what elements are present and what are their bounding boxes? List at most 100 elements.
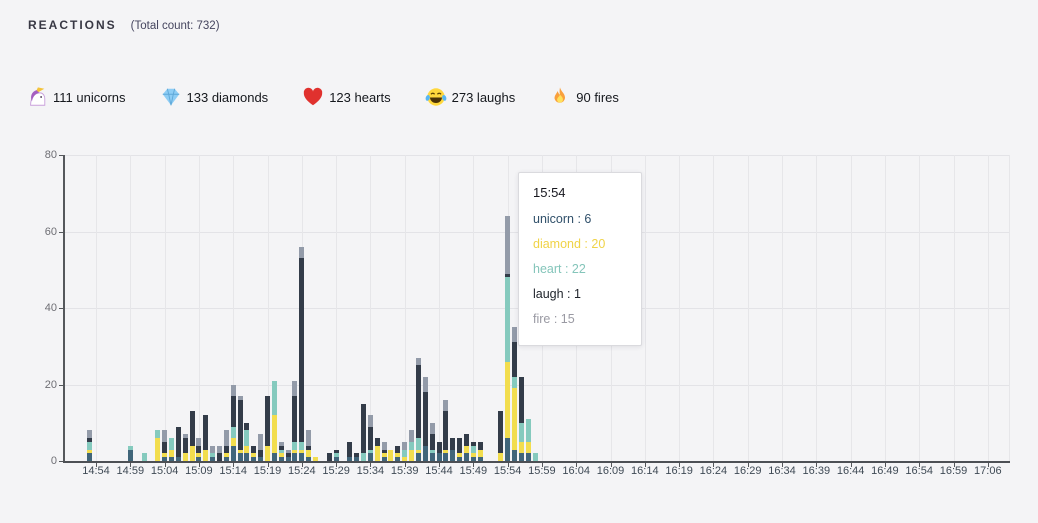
bar-stack[interactable] (422, 376, 428, 461)
y-axis-line (63, 155, 65, 461)
bar-segment-laugh (505, 273, 511, 278)
bar-stack[interactable] (278, 441, 284, 461)
bar-stack[interactable] (230, 384, 236, 461)
bar-segment-diamond (470, 453, 476, 458)
x-axis-label: 16:49 (871, 465, 899, 477)
bar-stack[interactable] (333, 449, 339, 461)
bar-stack[interactable] (258, 434, 264, 461)
bar-stack[interactable] (361, 403, 367, 461)
bar-stack[interactable] (511, 327, 517, 461)
bar-stack[interactable] (292, 380, 298, 461)
bar-segment-heart (402, 449, 408, 458)
bar-stack[interactable] (175, 426, 181, 461)
bar-segment-diamond (457, 453, 463, 458)
bar-stack[interactable] (306, 430, 312, 461)
bar-stack[interactable] (237, 396, 243, 461)
bar-stack[interactable] (251, 445, 257, 461)
bar-stack[interactable] (463, 434, 469, 461)
bar-stack[interactable] (299, 246, 305, 461)
bar-segment-heart (367, 449, 373, 454)
bar-stack[interactable] (285, 449, 291, 461)
bar-stack[interactable] (415, 357, 421, 461)
bar-stack[interactable] (141, 453, 147, 461)
bar-stack[interactable] (162, 430, 168, 461)
bar-segment-heart (409, 441, 415, 450)
x-axis-label: 15:59 (528, 465, 556, 477)
page-title: REACTIONS (28, 18, 117, 32)
bar-stack[interactable] (470, 441, 476, 461)
bar-stack[interactable] (457, 438, 463, 461)
x-axis-label: 16:09 (596, 465, 625, 477)
bar-stack[interactable] (203, 415, 209, 461)
bar-stack[interactable] (265, 395, 270, 461)
bar-stack[interactable] (395, 445, 401, 461)
bar-segment-unicorn (162, 457, 168, 461)
bar-stack[interactable] (498, 411, 504, 461)
bar-stack[interactable] (450, 438, 456, 461)
bar-stack[interactable] (436, 441, 442, 461)
bar-stack[interactable] (388, 449, 394, 461)
bar-stack[interactable] (196, 438, 202, 461)
bar-stack[interactable] (313, 457, 319, 461)
bar-segment-fire (196, 438, 202, 446)
bar-stack[interactable] (429, 422, 435, 461)
tooltip-time: 15:54 (533, 185, 566, 200)
bar-stack[interactable] (367, 415, 373, 461)
bar-stack[interactable] (182, 434, 188, 461)
bar-stack[interactable] (525, 418, 531, 461)
bar-segment-unicorn (443, 453, 449, 461)
x-axis-tick (370, 463, 372, 467)
gridline-vertical (404, 155, 406, 461)
bar-stack[interactable] (86, 430, 92, 461)
legend-item-fire[interactable]: 90 fires (549, 86, 619, 108)
gridline-horizontal (65, 155, 1010, 156)
gridline-vertical (96, 155, 97, 461)
bar-segment-diamond (477, 449, 483, 458)
bar-stack[interactable] (505, 216, 511, 461)
bar-stack[interactable] (409, 430, 415, 461)
bar-stack[interactable] (223, 430, 229, 461)
bar-stack[interactable] (216, 445, 222, 461)
bar-segment-fire (237, 396, 243, 400)
bar-segment-diamond (244, 445, 250, 454)
bar-stack[interactable] (518, 376, 524, 461)
x-axis-tick (164, 463, 166, 467)
bar-segment-fire (505, 216, 511, 274)
bar-segment-unicorn (525, 453, 531, 461)
bar-segment-fire (210, 445, 216, 454)
bar-stack[interactable] (210, 445, 216, 461)
bar-segment-fire (511, 327, 517, 343)
bar-segment-heart (168, 438, 174, 450)
legend-item-label: 133 diamonds (186, 89, 269, 105)
x-axis-line (63, 461, 1010, 463)
bar-stack[interactable] (354, 453, 360, 461)
bar-stack[interactable] (168, 438, 174, 461)
bar-segment-heart (333, 453, 339, 458)
gridline-vertical (816, 155, 818, 461)
bar-stack[interactable] (443, 399, 449, 461)
legend-item-laugh[interactable]: 273 laughs (425, 86, 515, 108)
x-axis-tick (610, 463, 612, 467)
bar-segment-diamond (196, 453, 202, 458)
bar-segment-laugh (244, 422, 250, 431)
legend-item-diamond[interactable]: 133 diamonds (160, 86, 269, 108)
legend-item-unicorn[interactable]: 111 unicorns (26, 86, 126, 108)
unicorn-icon (26, 86, 48, 108)
bar-stack[interactable] (381, 441, 387, 461)
bar-segment-laugh (415, 365, 421, 439)
bar-stack[interactable] (271, 380, 277, 461)
bar-stack[interactable] (347, 441, 353, 461)
bar-segment-unicorn (237, 453, 243, 461)
bar-stack[interactable] (189, 411, 195, 461)
bar-stack[interactable] (374, 438, 380, 461)
chart-tooltip: 15:54 unicorn : 6 diamond : 20 heart : 22 l… (518, 172, 642, 346)
bar-stack[interactable] (402, 441, 408, 461)
bar-stack[interactable] (127, 445, 133, 461)
bar-stack[interactable] (477, 441, 483, 461)
bar-stack[interactable] (155, 430, 161, 461)
bar-stack[interactable] (244, 422, 250, 461)
bar-segment-heart (518, 422, 524, 442)
bar-stack[interactable] (326, 453, 332, 461)
bar-stack[interactable] (532, 453, 538, 461)
legend-item-heart[interactable]: 123 hearts (302, 86, 391, 108)
